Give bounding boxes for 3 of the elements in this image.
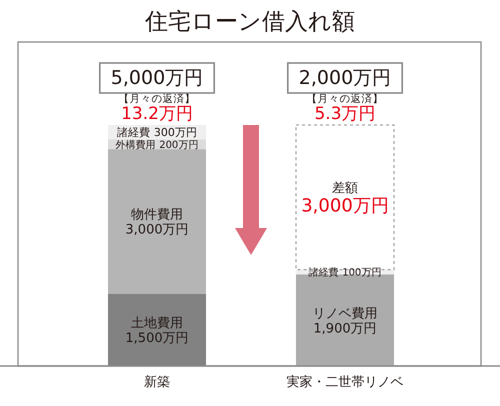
- annotation: 5,000万円: [110, 67, 204, 89]
- annotation: 2,000万円: [298, 67, 392, 89]
- title: 住宅ローン借入れ額: [145, 9, 355, 35]
